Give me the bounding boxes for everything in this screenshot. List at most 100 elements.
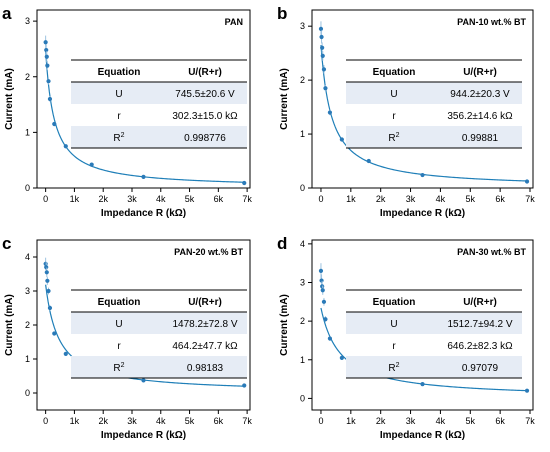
x-tick-label: 5k — [466, 194, 476, 204]
data-point — [47, 305, 53, 311]
data-point — [141, 378, 146, 383]
panel-letter: b — [277, 4, 287, 23]
table-shade-row — [346, 312, 522, 334]
table-value: 356.2±14.6 kΩ — [447, 111, 513, 122]
panel-title: PAN-10 wt.% BT — [457, 17, 526, 27]
plot-frame — [311, 9, 534, 189]
r-squared-base: R — [113, 363, 120, 374]
x-tick-label: 1k — [346, 194, 356, 204]
x-tick-label: 7k — [242, 416, 252, 426]
table-shade-row — [346, 356, 522, 378]
table-value: 1512.7±94.2 V — [448, 319, 513, 330]
data-point — [319, 278, 324, 283]
plot-frame — [36, 9, 251, 189]
x-tick-label: 6k — [495, 194, 505, 204]
data-point — [89, 162, 94, 167]
data-point — [524, 179, 530, 184]
x-tick-label: 4k — [156, 416, 166, 426]
table-label-r: r — [392, 111, 396, 122]
data-point — [320, 53, 325, 58]
table-shade-row — [346, 126, 522, 148]
table-label-r-squared: R2 — [388, 362, 399, 374]
data-point — [327, 110, 333, 115]
chart-panel-b: b 0 1k 2k 3k 4k 5k 6k 7k 0 1 2 3 Impedance R (kΩ) Curr… — [277, 4, 535, 219]
x-axis-label: Impedance R (kΩ) — [101, 430, 186, 441]
data-point — [44, 270, 49, 275]
y-axis-label: Current (mA) — [279, 294, 290, 356]
table-label-u: U — [115, 319, 122, 330]
x-tick-label: 6k — [214, 194, 224, 204]
table-label-u: U — [115, 89, 122, 100]
x-tick-label: 4k — [436, 194, 446, 204]
x-tick-label: 0 — [318, 416, 323, 426]
data-point — [320, 45, 325, 50]
y-tick-label: 2 — [25, 72, 30, 82]
chart-panel-c: c 0 1k 2k 3k 4k 5k 6k 7k 0 1 2 3 4 Impedance R (kΩ) Cur… — [2, 234, 252, 441]
x-tick-label: 5k — [185, 194, 195, 204]
x-tick-label: 1k — [70, 194, 80, 204]
r-squared-exponent: 2 — [121, 132, 125, 139]
x-tick-label: 7k — [525, 416, 535, 426]
x-tick-label: 2k — [98, 416, 108, 426]
y-tick-label: 0 — [300, 183, 305, 193]
y-tick-label: 2 — [300, 75, 305, 85]
table-header-equation: Equation — [98, 297, 141, 308]
r-squared-exponent: 2 — [396, 132, 400, 139]
data-point — [47, 96, 53, 102]
y-tick-label: 4 — [25, 252, 30, 262]
x-tick-label: 7k — [242, 194, 252, 204]
data-point — [339, 137, 344, 142]
table-value: 464.2±47.7 kΩ — [172, 341, 238, 352]
table-shade-row — [346, 82, 522, 104]
x-tick-label: 4k — [156, 194, 166, 204]
table-header-equation: Equation — [373, 67, 416, 78]
data-point — [44, 54, 49, 59]
panel-title: PAN-20 wt.% BT — [174, 247, 243, 257]
y-tick-label: 3 — [300, 21, 305, 31]
x-axis-label: Impedance R (kΩ) — [101, 208, 186, 219]
table-label-r: r — [117, 341, 121, 352]
y-tick-label: 0 — [300, 393, 305, 403]
panel-letter: a — [2, 4, 12, 23]
x-tick-label: 3k — [127, 194, 137, 204]
x-tick-label: 0 — [43, 194, 48, 204]
y-axis-label: Current (mA) — [4, 68, 15, 130]
x-tick-label: 5k — [466, 416, 476, 426]
data-point — [43, 40, 48, 45]
data-point — [46, 79, 51, 84]
table-label-r-squared: R2 — [113, 132, 124, 144]
data-point — [321, 67, 327, 72]
y-tick-label: 1 — [25, 127, 30, 137]
x-tick-label: 3k — [406, 416, 416, 426]
y-tick-label: 1 — [25, 354, 30, 364]
data-point — [420, 382, 425, 387]
y-axis-label: Current (mA) — [4, 294, 15, 356]
y-tick-label: 2 — [300, 316, 305, 326]
data-point — [242, 180, 247, 186]
data-point — [44, 47, 49, 53]
x-axis-label: Impedance R (kΩ) — [380, 430, 465, 441]
data-point — [242, 383, 247, 388]
y-tick-label: 1 — [300, 129, 305, 139]
y-tick-label: 1 — [300, 355, 305, 365]
r-squared-exponent: 2 — [121, 362, 125, 369]
table-label-r-squared: R2 — [388, 132, 399, 144]
x-tick-label: 3k — [406, 194, 416, 204]
table-header-equation: Equation — [98, 67, 141, 78]
table-label-r: r — [117, 111, 121, 122]
table-value: 0.98183 — [187, 363, 224, 374]
table-shade-row — [71, 312, 247, 334]
table-header-formula: U/(R+r) — [463, 67, 497, 78]
y-axis-label: Current (mA) — [279, 68, 290, 130]
panel-letter: d — [277, 234, 287, 253]
data-point — [318, 26, 324, 31]
table-shade-row — [71, 126, 247, 148]
x-tick-label: 2k — [376, 416, 386, 426]
x-tick-label: 3k — [127, 416, 137, 426]
x-tick-label: 1k — [70, 416, 80, 426]
r-squared-base: R — [113, 133, 120, 144]
table-value: 944.2±20.3 V — [450, 89, 510, 100]
y-tick-label: 3 — [25, 16, 30, 26]
table-value: 646.2±82.3 kΩ — [447, 341, 513, 352]
